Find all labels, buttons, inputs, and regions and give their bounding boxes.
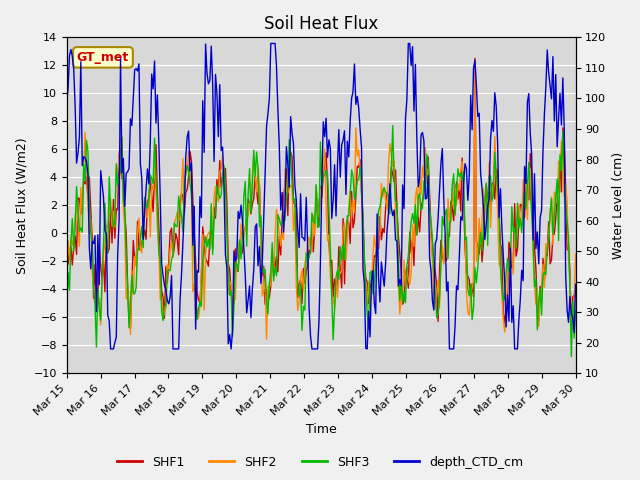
depth_CTD_cm [107, 346, 115, 352]
SHF1 [285, 164, 293, 169]
SHF1 [568, 328, 575, 334]
SHF3 [572, 308, 579, 313]
SHF2 [125, 301, 133, 307]
Y-axis label: Soil Heat Flux (W/m2): Soil Heat Flux (W/m2) [15, 137, 28, 274]
SHF3 [240, 193, 248, 199]
SHF3 [214, 190, 222, 196]
depth_CTD_cm [127, 116, 134, 121]
SHF3 [568, 354, 575, 360]
SHF1 [240, 230, 248, 236]
Line: SHF1: SHF1 [67, 59, 575, 331]
SHF2 [287, 182, 294, 188]
SHF2 [63, 255, 70, 261]
depth_CTD_cm [572, 281, 579, 287]
SHF3 [285, 137, 293, 143]
Title: Soil Heat Flux: Soil Heat Flux [264, 15, 378, 33]
SHF1 [545, 219, 552, 225]
SHF2 [232, 297, 239, 302]
Line: depth_CTD_cm: depth_CTD_cm [67, 44, 575, 349]
X-axis label: Time: Time [306, 423, 337, 436]
depth_CTD_cm [546, 83, 554, 88]
Line: SHF3: SHF3 [67, 126, 575, 357]
depth_CTD_cm [63, 103, 70, 108]
Y-axis label: Water Level (cm): Water Level (cm) [612, 152, 625, 259]
SHF1 [471, 56, 479, 61]
SHF1 [572, 288, 579, 294]
SHF3 [389, 123, 397, 129]
Line: SHF2: SHF2 [67, 61, 575, 339]
Legend: SHF1, SHF2, SHF3, depth_CTD_cm: SHF1, SHF2, SHF3, depth_CTD_cm [112, 451, 528, 474]
Text: GT_met: GT_met [77, 51, 129, 64]
SHF1 [63, 234, 70, 240]
SHF3 [545, 238, 552, 243]
SHF1 [125, 318, 133, 324]
depth_CTD_cm [288, 131, 296, 136]
SHF3 [63, 310, 70, 315]
SHF1 [214, 192, 222, 198]
SHF3 [232, 257, 239, 263]
SHF3 [125, 325, 133, 331]
depth_CTD_cm [233, 255, 241, 261]
SHF2 [471, 58, 479, 64]
SHF2 [214, 199, 222, 204]
depth_CTD_cm [267, 41, 275, 47]
depth_CTD_cm [241, 273, 249, 279]
SHF2 [240, 234, 248, 240]
SHF2 [546, 213, 554, 218]
SHF1 [232, 246, 239, 252]
depth_CTD_cm [216, 82, 223, 87]
SHF2 [262, 336, 270, 342]
SHF2 [572, 251, 579, 257]
